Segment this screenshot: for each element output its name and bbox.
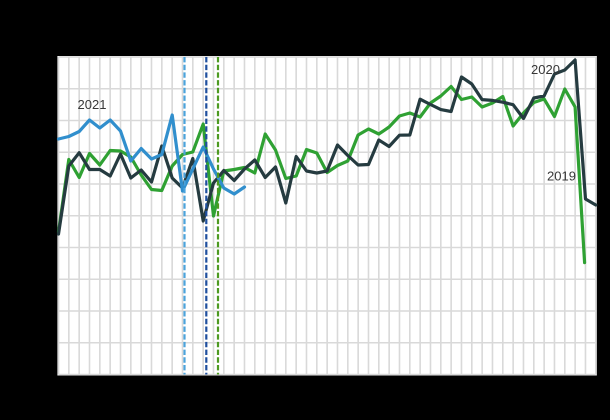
svg-text:2021: 2021 <box>78 97 107 112</box>
svg-text:2020: 2020 <box>531 62 560 77</box>
svg-text:2019: 2019 <box>547 168 576 183</box>
